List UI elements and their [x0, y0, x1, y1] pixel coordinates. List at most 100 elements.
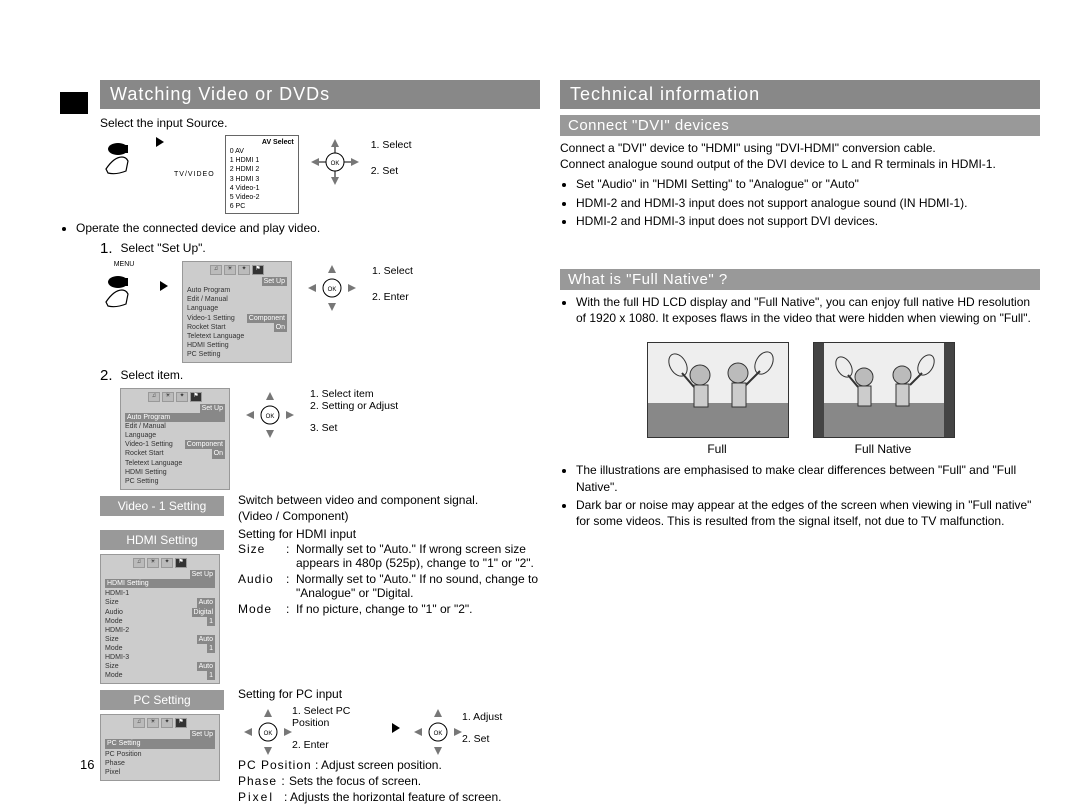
side-label: 1. Select	[372, 265, 413, 277]
step-num-2: 2.	[100, 367, 113, 384]
hdmi-text: Setting for HDMI input	[238, 526, 540, 542]
tennis-native-icon	[813, 342, 955, 438]
hdmi-audio-key: Audio	[238, 572, 286, 600]
remote-hand-icon	[100, 135, 148, 175]
pc-text: Setting for PC input	[238, 686, 502, 702]
video1-row: Video - 1 Setting Switch between video a…	[100, 492, 540, 524]
dpad-icon: OK	[305, 135, 365, 189]
svg-text:OK: OK	[434, 731, 443, 737]
step-1: 1. Select "Set Up".	[100, 240, 540, 257]
hdmi-size-val: Normally set to "Auto." If wrong screen …	[296, 542, 540, 570]
step-num-1: 1.	[100, 240, 113, 257]
dpad-icon: OK	[238, 705, 288, 751]
svg-text:OK: OK	[330, 161, 339, 167]
av-select-panel: AV Select 0 AV 1 HDMI 1 2 HDMI 2 3 HDMI …	[225, 135, 299, 214]
illus-full-native: Full Native	[813, 342, 953, 456]
step-1-text: Select "Set Up".	[121, 240, 206, 256]
av-item: 6 PC	[230, 202, 294, 211]
menu-item: Pixel	[105, 768, 215, 777]
dpad-icon: OK	[240, 388, 300, 442]
svg-text:OK: OK	[266, 414, 275, 420]
section-technical: Technical information	[560, 80, 1040, 109]
dvi-bullets: Set "Audio" in "HDMI Setting" to "Analog…	[560, 176, 1040, 229]
pc-right: Setting for PC input OK 1. Select PC Pos…	[238, 686, 502, 805]
side-label: 2. Set	[371, 165, 412, 177]
menu-item: Rocket Start	[125, 449, 164, 458]
setup-menu-panel-2: ♫☀✦⚑ Set Up Auto Program Edit / Manual L…	[120, 388, 230, 490]
page-content: Watching Video or DVDs Select the input …	[60, 80, 1040, 805]
hdmi-row: HDMI Setting ♫☀✦⚑ Set Up HDMI Setting HD…	[100, 526, 540, 684]
operate-note-text: Operate the connected device and play vi…	[76, 220, 540, 236]
svg-text:OK: OK	[328, 287, 337, 293]
dpad-icon: OK	[408, 705, 458, 751]
dvi-bullet: HDMI-2 and HDMI-3 input does not support…	[576, 213, 1040, 229]
menu-item: HDMI Setting	[125, 468, 167, 477]
menu-item: Auto Program	[187, 286, 230, 295]
setup-tab-icon: ⚑	[252, 265, 264, 275]
arrow-right-icon	[154, 135, 168, 149]
side-labels: 1. Select item 2. Setting or Adjust 3. S…	[310, 388, 398, 434]
full-caption: Full	[647, 442, 787, 456]
tennis-full-icon	[647, 342, 789, 438]
menu-item: PC Setting	[187, 350, 220, 359]
side-labels: 1. Select 2. Set	[371, 135, 412, 177]
av-item: 5 Video-2	[230, 193, 294, 202]
av-item: 0 AV	[230, 147, 294, 156]
menu-item: PC Setting	[125, 477, 158, 486]
dvi-p2: Connect analogue sound output of the DVI…	[560, 156, 1040, 172]
menu-highlight: Auto Program	[125, 413, 225, 422]
dvi-bullet: HDMI-2 and HDMI-3 input does not support…	[576, 195, 1040, 211]
step-2: 2. Select item.	[100, 367, 540, 384]
arrow-right-icon	[390, 721, 404, 735]
page-number: 16	[80, 757, 94, 772]
dvi-bullet: Set "Audio" in "HDMI Setting" to "Analog…	[576, 176, 1040, 192]
hdmi-label: HDMI Setting	[100, 530, 224, 550]
video1-text: Switch between video and component signa…	[238, 492, 478, 524]
full-native-illustrations: Full Full Native	[560, 342, 1040, 456]
pc-label: PC Setting	[100, 690, 224, 710]
hdmi-desc: Setting for HDMI input Size:Normally set…	[238, 526, 540, 618]
pc-pixel-key: Pixel	[238, 790, 274, 804]
menu-item: Teletext Language	[125, 459, 182, 468]
menu-item: Language	[125, 431, 156, 440]
left-column: Watching Video or DVDs Select the input …	[60, 80, 540, 805]
svg-text:OK: OK	[264, 731, 273, 737]
side-label: 1. Adjust	[462, 711, 502, 723]
menu-label: MENU	[114, 261, 135, 268]
pc-row: PC Setting ♫☀✦⚑ Set Up PC Setting PC Pos…	[100, 686, 540, 805]
step-2-text: Select item.	[121, 367, 184, 383]
pc-pos-val: : Adjust screen position.	[315, 758, 442, 772]
operate-note: Operate the connected device and play vi…	[60, 220, 540, 236]
fn-bullet: Dark bar or noise may appear at the edge…	[576, 497, 1040, 529]
menu-item: Edit / Manual	[125, 422, 166, 431]
pc-phase-key: Phase :	[238, 774, 286, 788]
menu-item: HDMI Setting	[187, 341, 229, 350]
source-row: TV/VIDEO AV Select 0 AV 1 HDMI 1 2 HDMI …	[100, 135, 540, 214]
setup-menu-panel: ♫☀✦⚑ Set Up Auto Program Edit / Manual L…	[182, 261, 292, 363]
pc-menu-title: PC Setting	[105, 739, 215, 748]
dvi-header: Connect "DVI" devices	[560, 115, 1040, 136]
hdmi-menu-title: HDMI Setting	[105, 579, 215, 588]
side-label: 2. Enter	[372, 291, 413, 303]
menu-item: Video-1 Setting	[187, 314, 235, 323]
side-label: 1. Select	[371, 139, 412, 151]
av-item: 3 HDMI 3	[230, 175, 294, 184]
setup-tab: Set Up	[262, 277, 287, 286]
av-item: 1 HDMI 1	[230, 156, 294, 165]
step-2-diagram: ♫☀✦⚑ Set Up Auto Program Edit / Manual L…	[120, 388, 540, 490]
av-header: AV Select	[230, 138, 294, 147]
step-1-diagram: MENU ♫☀✦⚑ Set Up Auto Program Edit / Man…	[100, 261, 540, 363]
fullnative-header: What is "Full Native" ?	[560, 269, 1040, 290]
section-watching: Watching Video or DVDs	[100, 80, 540, 109]
tvvideo-label: TV/VIDEO	[174, 171, 219, 178]
video1-label: Video - 1 Setting	[100, 496, 224, 516]
pc-pixel-val: : Adjusts the horizontal feature of scre…	[284, 790, 501, 804]
menu-item: Video-1 Setting	[125, 440, 173, 449]
side-label: 1. Select item	[310, 388, 398, 400]
fn-bullet: With the full HD LCD display and "Full N…	[576, 294, 1040, 326]
av-item: 4 Video-1	[230, 184, 294, 193]
fn-bullets-2: The illustrations are emphasised to make…	[560, 462, 1040, 529]
fn-bullet: The illustrations are emphasised to make…	[576, 462, 1040, 494]
pc-phase-val: Sets the focus of screen.	[289, 774, 421, 788]
menu-item: Edit / Manual	[187, 295, 228, 304]
